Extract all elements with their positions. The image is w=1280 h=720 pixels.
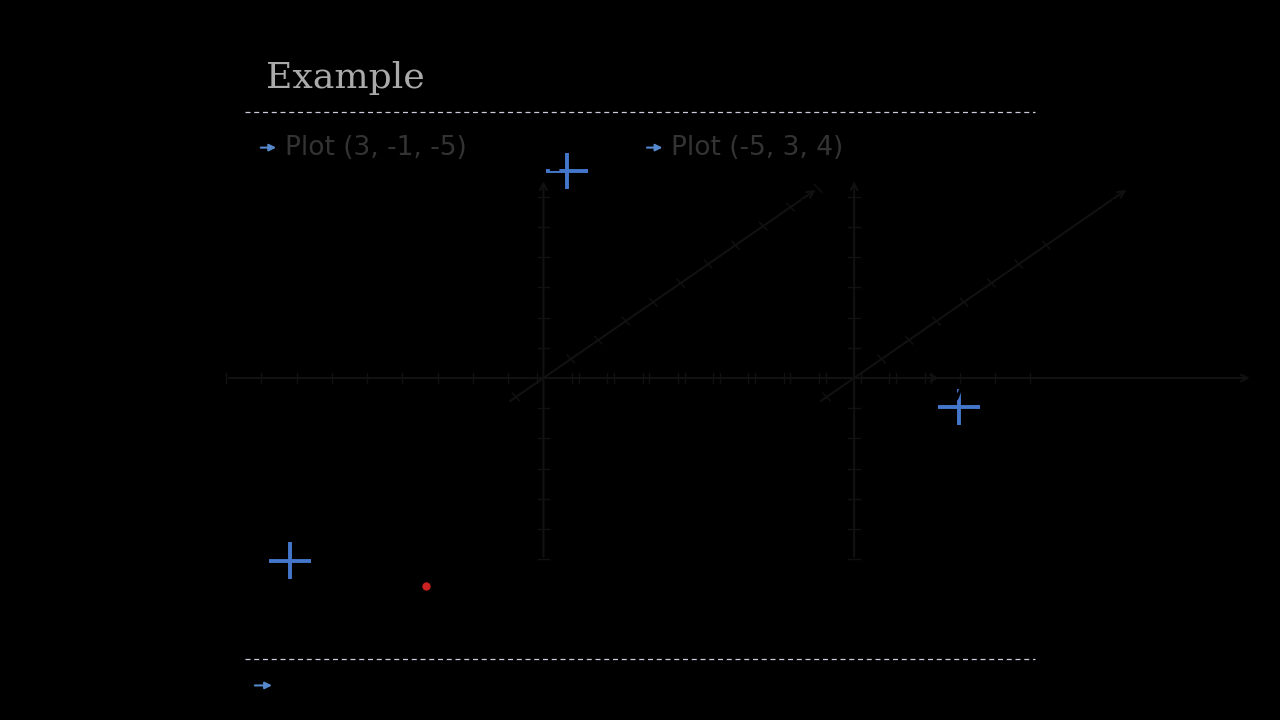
Text: Plot (3, -1, -5): Plot (3, -1, -5)	[285, 135, 467, 161]
Text: Example: Example	[266, 61, 425, 95]
Text: y: y	[1261, 382, 1274, 400]
Text: x: x	[801, 195, 814, 215]
Text: z: z	[859, 156, 869, 175]
Text: x: x	[1112, 195, 1124, 215]
Text: z: z	[548, 156, 559, 175]
Text: Plot (-5, 3, 4): Plot (-5, 3, 4)	[671, 135, 844, 161]
Text: y: y	[950, 382, 963, 400]
